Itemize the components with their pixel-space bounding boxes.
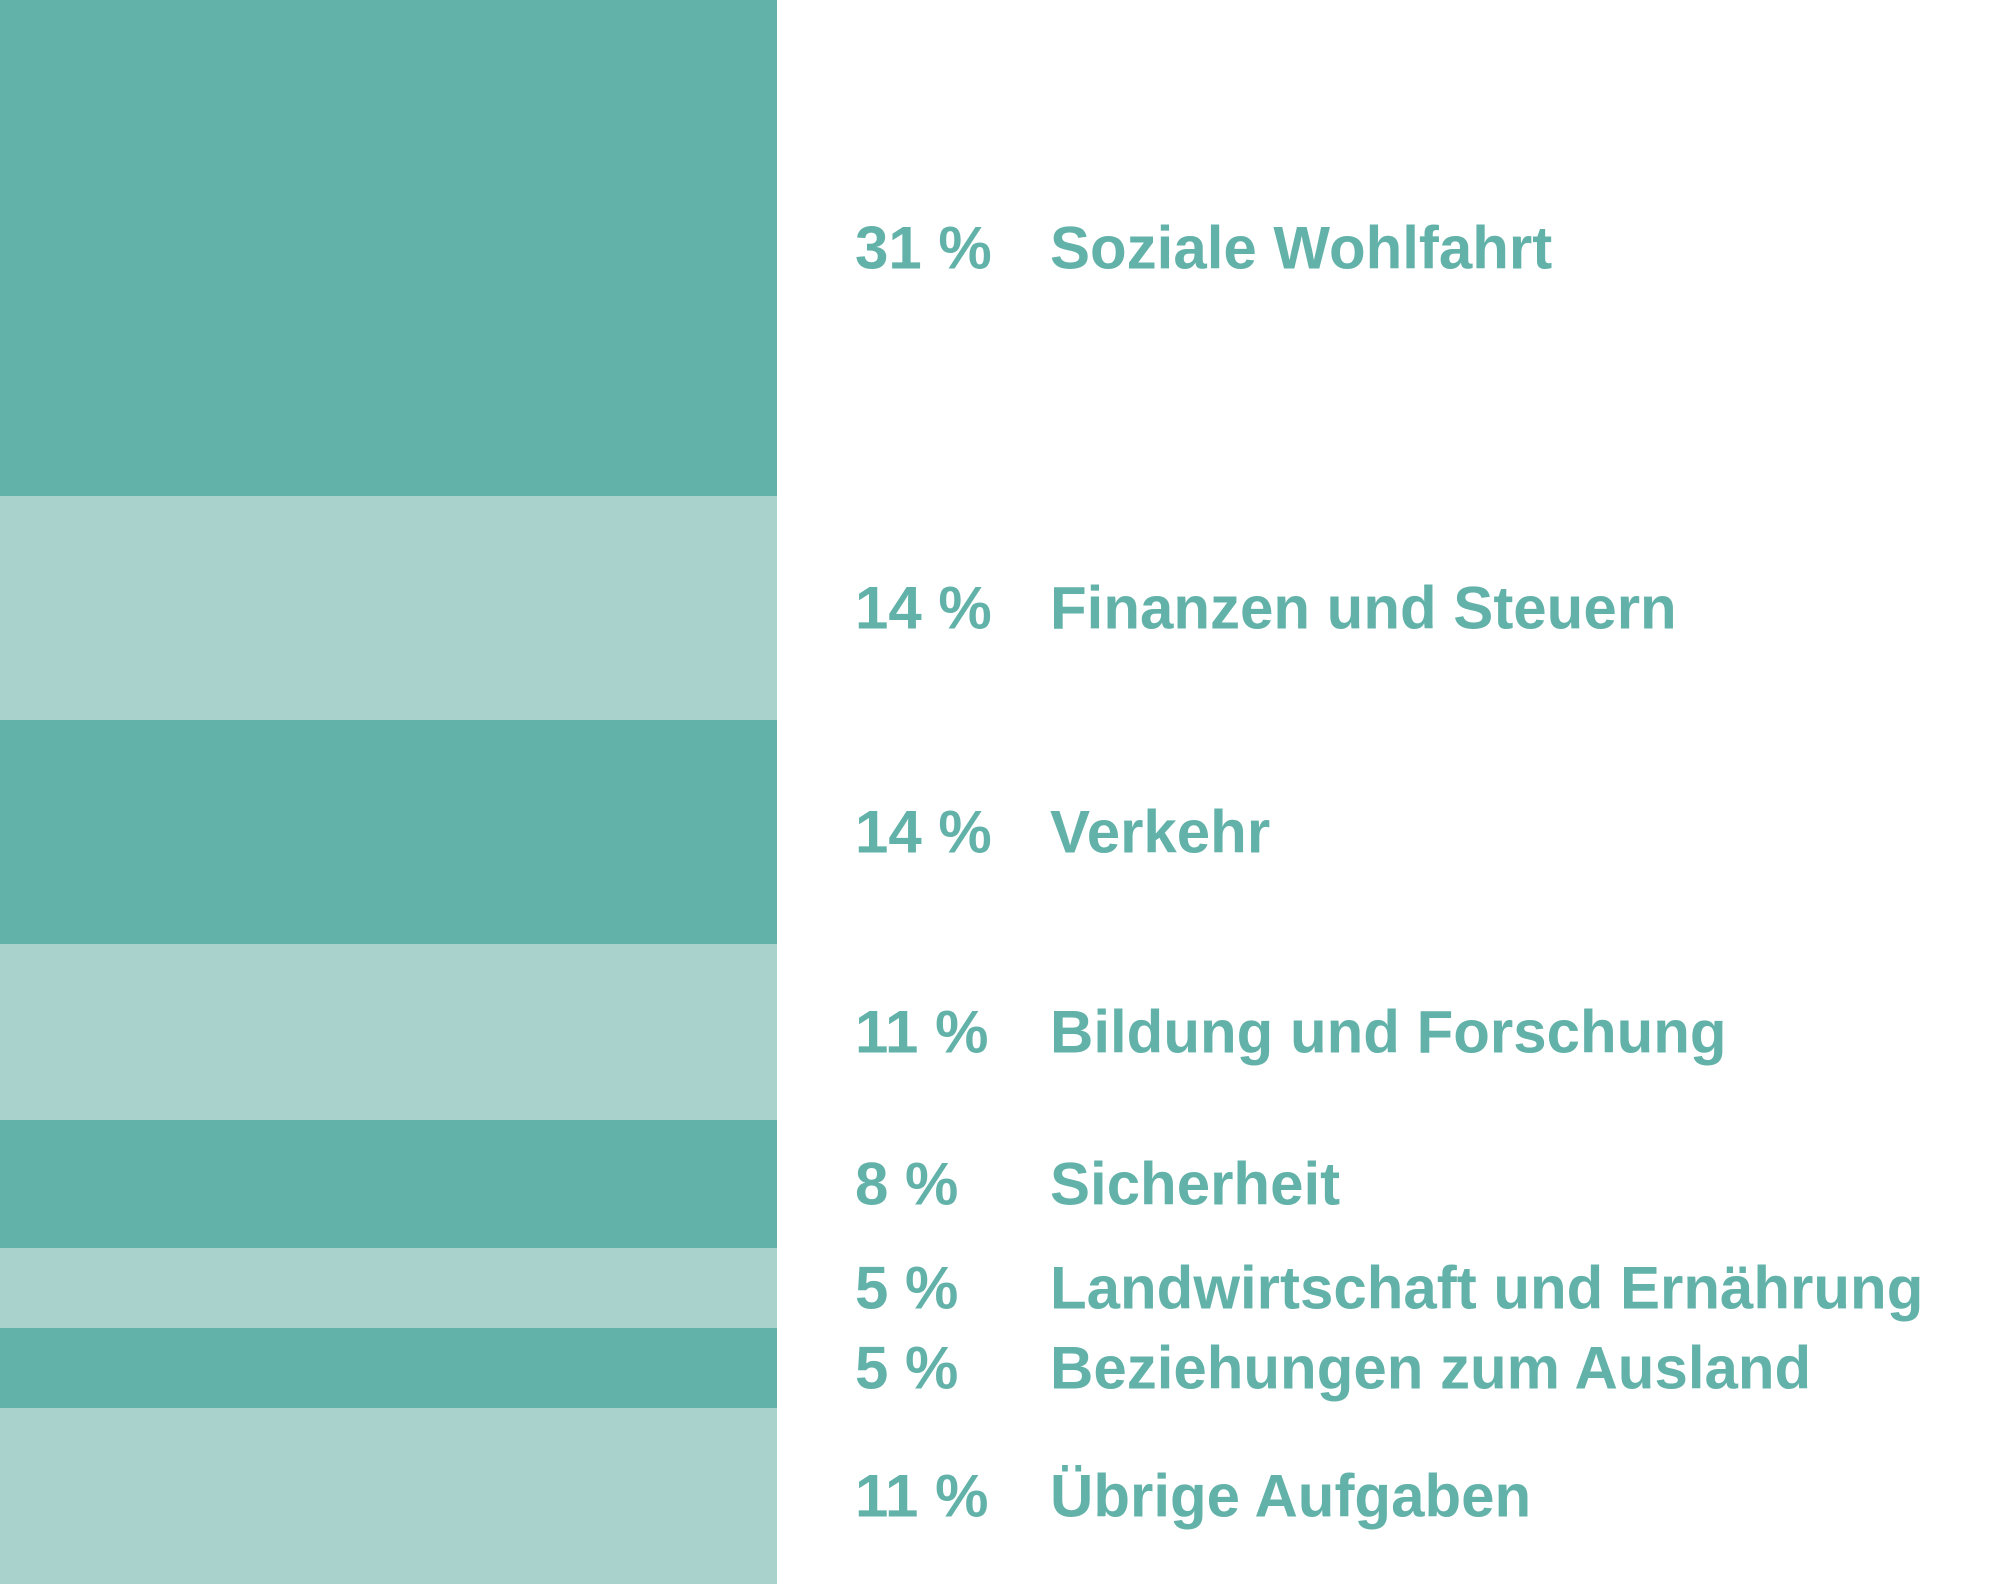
- segment-value-label: 8 %: [855, 1151, 958, 1218]
- bar-column: [0, 0, 777, 1584]
- bar-segment: [0, 1328, 777, 1409]
- bar-segment: [0, 944, 777, 1121]
- bar-segment: [0, 1120, 777, 1249]
- label-column: 31 % Soziale Wohlfahrt 14 % Finanzen und St…: [855, 215, 1923, 1530]
- bar-segment: [0, 1248, 777, 1329]
- segment-value-label: 14 %: [855, 799, 992, 866]
- segment-category-label: Bildung und Forschung: [1050, 999, 1727, 1066]
- segment-category-label: Sicherheit: [1050, 1151, 1340, 1218]
- bar-segment: [0, 1408, 777, 1584]
- segment-value-label: 31 %: [855, 215, 992, 282]
- segment-category-label: Finanzen und Steuern: [1050, 575, 1677, 642]
- segment-category-label: Landwirtschaft und Ernährung: [1050, 1255, 1923, 1322]
- segment-value-label: 14 %: [855, 575, 992, 642]
- segment-category-label: Beziehungen zum Ausland: [1050, 1335, 1811, 1402]
- segment-value-label: 11 %: [855, 1463, 988, 1530]
- bar-segment: [0, 720, 777, 945]
- bar-segment: [0, 0, 777, 497]
- segment-category-label: Verkehr: [1050, 799, 1270, 866]
- segment-value-label: 5 %: [855, 1255, 958, 1322]
- segment-value-label: 5 %: [855, 1335, 958, 1402]
- segment-category-label: Soziale Wohlfahrt: [1050, 215, 1552, 282]
- bar-segment: [0, 496, 777, 721]
- segment-value-label: 11 %: [855, 999, 988, 1066]
- segment-category-label: Übrige Aufgaben: [1050, 1463, 1531, 1530]
